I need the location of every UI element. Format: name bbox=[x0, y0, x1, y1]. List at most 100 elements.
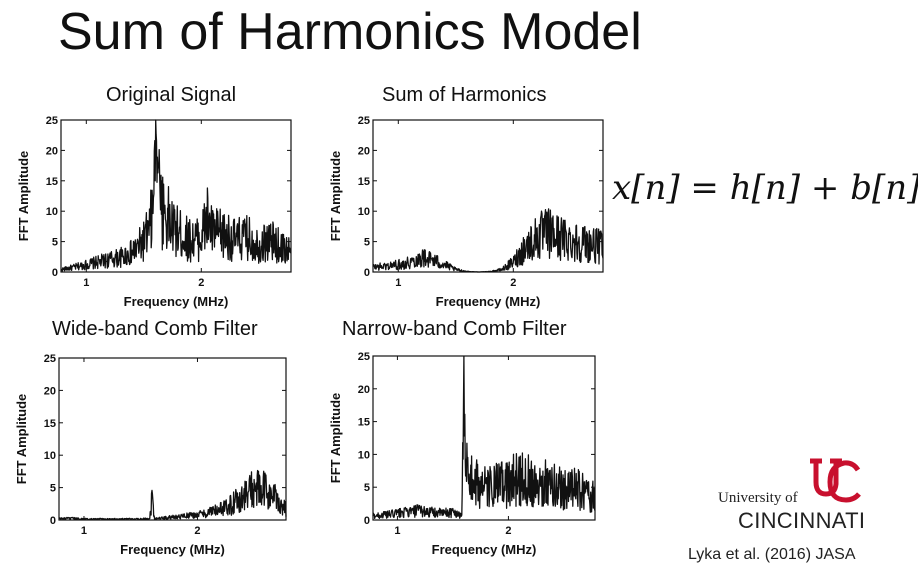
chart-sum-of-harmonics: Sum of Harmonics 0 5 10 15 20 25 1 2 Frequency (… bbox=[328, 84, 610, 314]
data-point bbox=[530, 470, 531, 471]
data-point bbox=[602, 241, 603, 242]
data-point bbox=[409, 259, 410, 260]
y-tick-label: 10 bbox=[358, 206, 370, 218]
data-point bbox=[547, 223, 548, 224]
data-point bbox=[86, 262, 87, 263]
y-tick-label: 20 bbox=[46, 145, 58, 157]
plot-frame bbox=[58, 357, 287, 521]
data-point bbox=[163, 517, 164, 518]
data-point bbox=[563, 480, 564, 481]
logo-university-of: University of bbox=[718, 490, 798, 506]
data-point bbox=[386, 513, 387, 514]
data-point bbox=[72, 517, 73, 518]
spectrum-trace bbox=[372, 208, 604, 273]
y-tick-label: 15 bbox=[46, 176, 58, 188]
chart-wide-band-comb-filter: Wide-band Comb Filter 0 5 10 15 20 25 1 2 Freque… bbox=[14, 318, 298, 558]
chart-narrow-band-comb-filter: Narrow-band Comb Filter 0 5 10 15 20 25 1 2 Freq… bbox=[328, 318, 614, 558]
data-point bbox=[242, 490, 243, 491]
data-point bbox=[231, 500, 232, 501]
data-point bbox=[421, 253, 422, 254]
data-point bbox=[154, 517, 155, 518]
y-tick-label: 25 bbox=[358, 351, 370, 363]
chart-title: Original Signal bbox=[106, 84, 237, 106]
y-tick-label: 15 bbox=[358, 176, 370, 188]
data-point bbox=[106, 518, 107, 519]
x-tick-label: 2 bbox=[510, 277, 516, 289]
y-tick-label: 10 bbox=[46, 206, 58, 218]
data-point bbox=[501, 268, 502, 269]
data-point bbox=[536, 229, 537, 230]
data-point bbox=[83, 518, 84, 519]
x-axis-label: Frequency (MHz) bbox=[432, 542, 537, 557]
data-point bbox=[285, 506, 286, 507]
data-point bbox=[152, 192, 153, 193]
y-tick-label: 20 bbox=[358, 384, 370, 396]
equation-term-h: h[n] bbox=[729, 168, 801, 208]
y-tick-label: 5 bbox=[364, 482, 370, 494]
data-point bbox=[166, 205, 167, 206]
data-point bbox=[419, 508, 420, 509]
data-point bbox=[468, 467, 469, 468]
data-point bbox=[155, 119, 156, 120]
chart-title: Narrow-band Comb Filter bbox=[342, 318, 567, 340]
data-point bbox=[593, 238, 594, 239]
x-axis-label: Frequency (MHz) bbox=[436, 294, 541, 309]
data-point bbox=[386, 264, 387, 265]
data-point bbox=[594, 490, 595, 491]
data-point bbox=[475, 473, 476, 474]
y-tick-label: 0 bbox=[364, 515, 370, 527]
data-point bbox=[490, 271, 491, 272]
x-axis-label: Frequency (MHz) bbox=[124, 294, 229, 309]
data-point bbox=[172, 217, 173, 218]
uc-mark-icon bbox=[810, 458, 861, 503]
data-point bbox=[149, 517, 150, 518]
data-point bbox=[281, 241, 282, 242]
data-point bbox=[197, 513, 198, 514]
chart-title: Wide-band Comb Filter bbox=[52, 318, 258, 340]
y-tick-label: 25 bbox=[46, 115, 58, 127]
y-tick-label: 25 bbox=[44, 353, 56, 365]
equation-term-b: b[n] bbox=[850, 168, 918, 208]
model-equation: x[n] = h[n] + b[n] bbox=[612, 168, 918, 208]
equation-equals: = bbox=[690, 168, 719, 208]
data-point bbox=[478, 271, 479, 272]
data-point bbox=[247, 229, 248, 230]
slide-title: Sum of Harmonics Model bbox=[58, 3, 642, 61]
data-point bbox=[519, 467, 520, 468]
data-point bbox=[265, 484, 266, 485]
data-point bbox=[97, 259, 98, 260]
data-point bbox=[552, 477, 553, 478]
data-point bbox=[513, 259, 514, 260]
data-point bbox=[235, 232, 236, 233]
y-tick-label: 5 bbox=[50, 483, 56, 495]
data-point bbox=[497, 477, 498, 478]
data-point bbox=[143, 232, 144, 233]
x-tick-label: 1 bbox=[83, 277, 89, 289]
citation: Lyka et al. (2016) JASA bbox=[688, 546, 856, 563]
data-point bbox=[157, 119, 158, 120]
spectrum-trace bbox=[60, 119, 292, 272]
chart-svg: 0 5 10 15 20 25 1 2 Frequency (MHz) FFT Amplitude bbox=[16, 115, 292, 309]
data-point bbox=[461, 513, 462, 514]
y-axis-label: FFT Amplitude bbox=[328, 393, 343, 484]
data-point bbox=[120, 253, 121, 254]
data-point bbox=[372, 265, 373, 266]
chart-svg: 0 5 10 15 20 25 1 2 Frequency (MHz) FFT Amplitude bbox=[328, 351, 596, 557]
data-point bbox=[586, 487, 587, 488]
chart-svg: 0 5 10 15 20 25 1 2 Frequency (MHz) FFT Amplitude bbox=[14, 353, 287, 557]
data-point bbox=[432, 256, 433, 257]
data-point bbox=[74, 265, 75, 266]
logo-cincinnati: CINCINNATI bbox=[738, 508, 866, 533]
chart-title: Sum of Harmonics bbox=[382, 84, 547, 106]
spectrum-trace bbox=[372, 355, 596, 520]
data-point bbox=[408, 510, 409, 511]
y-tick-label: 5 bbox=[52, 237, 58, 249]
x-tick-label: 1 bbox=[395, 277, 401, 289]
y-tick-label: 0 bbox=[50, 515, 56, 527]
data-point bbox=[224, 226, 225, 227]
data-point bbox=[486, 480, 487, 481]
data-point bbox=[574, 480, 575, 481]
y-axis-label: FFT Amplitude bbox=[14, 394, 29, 485]
data-point bbox=[258, 238, 259, 239]
x-tick-label: 1 bbox=[394, 525, 400, 537]
